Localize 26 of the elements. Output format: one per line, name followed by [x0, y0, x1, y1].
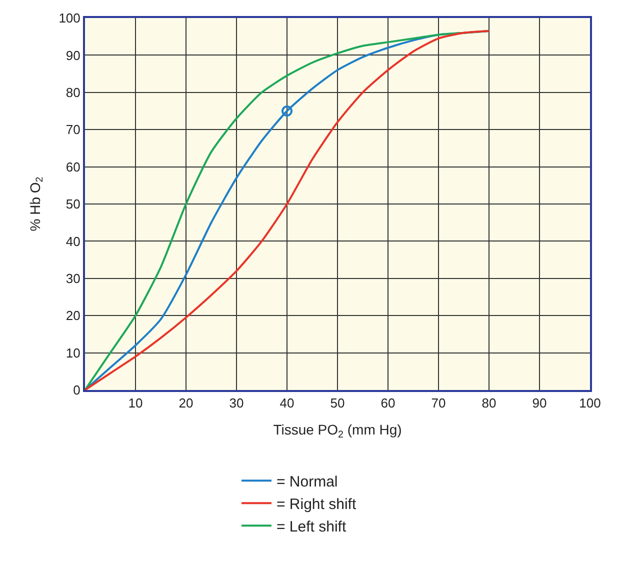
- x-tick-label: 80: [482, 396, 496, 411]
- y-tick-label: 50: [66, 196, 80, 212]
- x-tick-label: 50: [330, 396, 345, 411]
- legend-label: = Right shift: [276, 496, 357, 513]
- x-tick-label: 70: [431, 396, 446, 411]
- y-tick-label: 100: [58, 10, 80, 26]
- legend-label: = Normal: [276, 474, 338, 490]
- y-tick-label: 0: [73, 382, 80, 398]
- y-tick-label: 60: [66, 159, 80, 174]
- y-tick-label: 30: [66, 270, 80, 286]
- line-series: [85, 30, 490, 390]
- y-tick-label: 20: [66, 308, 80, 324]
- y-tick-label: 40: [66, 234, 80, 249]
- y-tick-label: 80: [66, 84, 80, 100]
- x-tick-label: 20: [178, 396, 194, 411]
- x-tick-label: 40: [280, 396, 294, 411]
- y-tick-label: 10: [66, 345, 80, 360]
- x-tick-label: 60: [380, 396, 396, 411]
- x-tick-label: 90: [532, 396, 547, 411]
- x-tick-label: 100: [579, 396, 601, 411]
- x-tick-label: 30: [229, 396, 244, 411]
- x-tick-label: 10: [128, 396, 143, 411]
- legend-label: = Left shift: [276, 518, 347, 536]
- y-tick-label: 90: [66, 48, 80, 63]
- y-tick-label: 70: [66, 122, 80, 138]
- x-axis-title: Tissue PO$_{2}$ (mm Hg): [273, 421, 402, 440]
